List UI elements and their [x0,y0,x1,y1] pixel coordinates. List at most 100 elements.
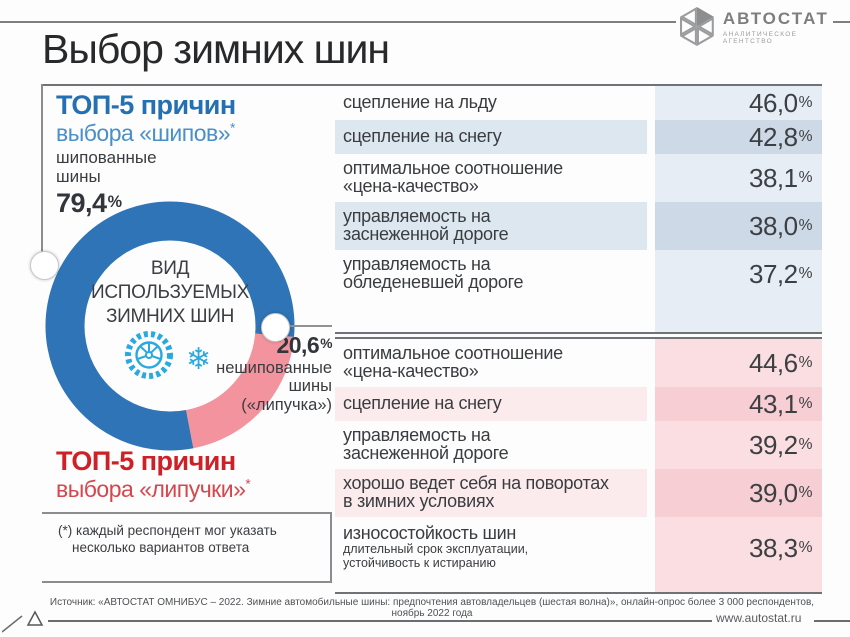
studded-segment-callout: шипованные шины 79,4% [56,148,157,219]
reason-line1: хорошо ведет себя на поворотах [343,473,609,494]
donut-center-label: ВИД ИСПОЛЬЗУЕМЫХ ЗИМНИХ ШИН [85,257,255,328]
reason-value: 46,0% [655,86,822,120]
value-column-tint [655,339,822,592]
studded-callout-value: 79,4% [56,189,157,219]
studded-heading-line1: ТОП-5 причин [56,90,236,120]
footnote-box: (*) каждый респондент мог указать нескол… [42,512,332,583]
table-row: сцепление на снегу 43,1% [335,387,822,421]
value-number: 37,2 [749,258,798,289]
table-row: управляемость на обледеневшей дороге 37,2… [335,250,822,298]
reason-line1: сцепление на снегу [343,126,502,147]
percent-sign: % [798,94,813,111]
autostat-logo-icon [679,7,714,46]
reason-line1: сцепление на льду [343,92,497,113]
percent-sign: % [107,192,122,211]
table-row: хорошо ведет себя на поворотах в зимних у… [335,469,822,517]
studded-callout-line2: шины [56,166,101,186]
header-rule-right [833,21,850,23]
percent-sign: % [798,436,813,453]
reason-note-line2: устойчивость к истиранию [343,555,496,570]
percent-sign: % [798,169,813,186]
value-number: 44,6 [749,347,798,378]
autostat-logo-text: АВТОСТАТ АНАЛИТИЧЕСКОЕ АГЕНТСТВО [723,9,850,45]
table-row: сцепление на льду 46,0% [335,86,822,120]
value-number: 42,8 [749,121,798,152]
reason-line1: управляемость на [343,425,491,446]
reason-value: 39,0% [655,469,822,517]
logo-tagline: АНАЛИТИЧЕСКОЕ АГЕНТСТВО [722,31,798,45]
tire-icon [125,331,173,379]
reason-label: износостойкость шин длительный срок эксп… [335,517,647,579]
reason-value: 38,1% [655,154,822,202]
table-row: оптимальное соотношение «цена-качество» 3… [335,154,822,202]
reason-line2: заснеженной дороге [343,224,509,244]
table-row: оптимальное соотношение «цена-качество» 4… [335,339,822,387]
velcro-callout-line2: шины [288,377,332,396]
reason-label: хорошо ведет себя на поворотах в зимних у… [335,469,647,517]
studded-callout-line1: шипованные [56,148,157,167]
reason-label: управляемость на заснеженной дороге [335,202,647,250]
table-row: износостойкость шин длительный срок эксп… [335,517,822,579]
reason-value: 38,3% [655,517,822,579]
reason-line2: заснеженной дороге [343,443,509,463]
velcro-heading-line2: выбора «липучки»* [56,476,251,503]
footer-rule-right [814,620,850,622]
reason-line1: управляемость на [343,254,491,275]
percent-sign: % [798,265,813,282]
velcro-segment-callout: 20,6% нешипованные шины («липучка») [205,332,332,414]
footer-rule-left [48,620,712,622]
footnote-line1: (*) каждый респондент мог указать [58,523,277,538]
velcro-heading-text: выбора «липучки» [56,476,246,502]
reason-value: 38,0% [655,202,822,250]
reason-line1: оптимальное соотношение [343,158,563,179]
reason-label: оптимальное соотношение «цена-качество» [335,154,647,202]
value-number: 38,3 [749,532,798,563]
table-row: управляемость на заснеженной дороге 38,0% [335,202,822,250]
reason-line2: в зимних условиях [343,491,495,511]
reason-value: 44,6% [655,339,822,387]
donut-callout-marker-studded [30,251,59,280]
footer-corner-mark [2,610,44,633]
value-number: 38,1 [749,162,798,193]
reason-value: 43,1% [655,387,822,421]
donut-center-line1: ВИД [150,258,190,279]
reason-line1: оптимальное соотношение [343,343,563,364]
box-left-rule [41,84,43,256]
velcro-callout-line3: («липучка») [241,395,332,414]
autostat-logo: АВТОСТАТ АНАЛИТИЧЕСКОЕ АГЕНТСТВО [676,5,850,49]
table-row: сцепление на снегу 42,8% [335,120,822,154]
velcro-leader-line [275,325,332,327]
velcro-reasons-table: оптимальное соотношение «цена-качество» 4… [335,337,822,594]
reason-line2: «цена-качество» [343,176,479,196]
source-note: Источник: «АВТОСТАТ ОМНИБУС – 2022. Зимн… [49,597,815,619]
reason-line2: «цена-качество» [343,361,479,381]
footnote-star: * [230,120,235,136]
website-url: www.autostat.ru [716,611,802,625]
percent-sign: % [798,484,813,501]
donut-callout-marker-velcro [261,313,290,342]
reason-label: сцепление на льду [335,86,647,120]
value-number: 39,0 [749,477,798,508]
reason-note-line1: длительный срок эксплуатации, [343,542,529,557]
value-number: 43,1 [749,388,798,419]
donut-center-line3: ЗИМНИХ ШИН [105,305,235,327]
reason-label: сцепление на снегу [335,387,647,421]
studded-reasons-table: сцепление на льду 46,0% сцепление на сне… [335,84,822,334]
reason-value: 39,2% [655,421,822,469]
table-row: управляемость на заснеженной дороге 39,2% [335,421,822,469]
percent-sign: % [798,217,813,234]
logo-name: АВТОСТАТ [722,9,829,28]
velcro-callout-line1: нешипованные [216,358,332,377]
percent-sign: % [798,354,813,371]
studded-value-number: 79,4 [56,188,107,219]
reason-value: 42,8% [655,120,822,154]
percent-sign: % [798,539,813,556]
box-top-rule [42,84,335,86]
percent-sign: % [798,395,813,412]
reason-label: сцепление на снегу [335,120,647,154]
value-number: 46,0 [749,87,798,118]
reason-label: управляемость на заснеженной дороге [335,421,647,469]
footnote-star: * [245,476,251,492]
studded-heading-text: выбора «шипов» [56,120,231,146]
